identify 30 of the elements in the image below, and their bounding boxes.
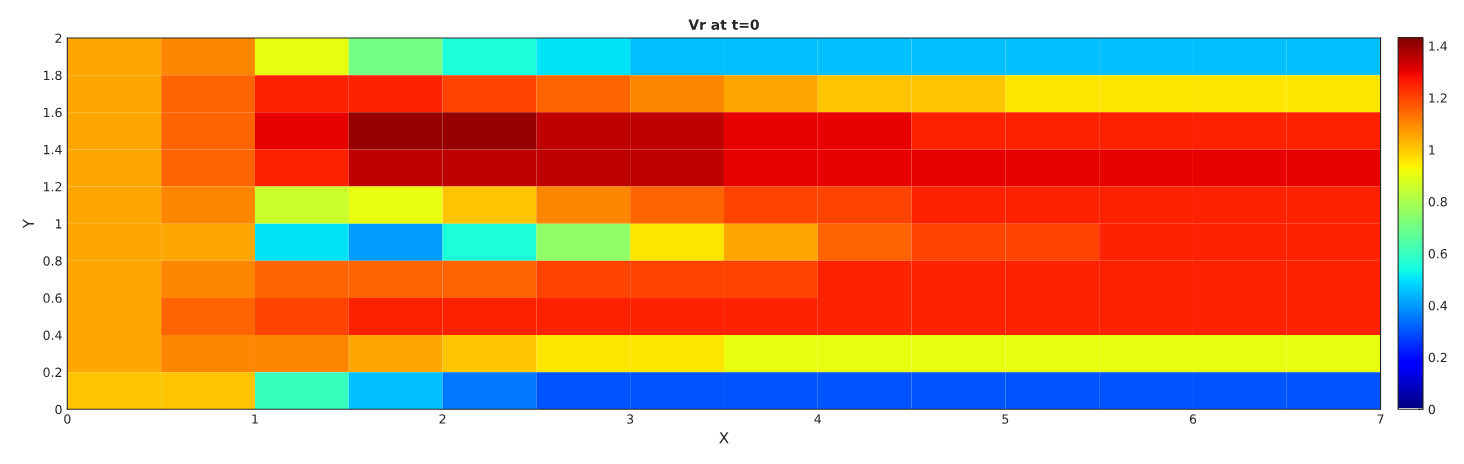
y-tick-label: 1.8 bbox=[43, 70, 62, 81]
color-bar-label: 0.6 bbox=[1428, 248, 1447, 259]
x-tick-label: 7 bbox=[1377, 414, 1384, 424]
y-tick-label: 0.2 bbox=[43, 367, 62, 378]
x-tick-label: 5 bbox=[1002, 414, 1009, 424]
y-axis-title: Y bbox=[22, 218, 34, 229]
color-bar-label: 0.8 bbox=[1428, 197, 1447, 207]
y-tick-label: 2 bbox=[55, 33, 62, 43]
chart-title: Vr at t=0 bbox=[688, 19, 759, 30]
color-bar-label: 1.2 bbox=[1429, 93, 1447, 103]
color-bar-label: 1.4 bbox=[1429, 41, 1448, 51]
y-tick-label: 0.6 bbox=[43, 293, 62, 303]
x-tick-label: 3 bbox=[627, 414, 634, 424]
y-tick-label: 0 bbox=[55, 404, 62, 415]
color-bar-label: 1 bbox=[1429, 145, 1435, 155]
y-tick-label: 1.6 bbox=[43, 107, 62, 118]
x-tick-label: 4 bbox=[814, 414, 822, 424]
x-tick-label: 6 bbox=[1189, 414, 1197, 424]
y-tick-label: 1 bbox=[55, 219, 62, 229]
y-tick-label: 0.8 bbox=[43, 256, 62, 266]
x-tick-label: 1 bbox=[252, 414, 258, 424]
color-bar-label: 0.2 bbox=[1428, 352, 1447, 363]
y-tick-label: 0.4 bbox=[43, 330, 62, 340]
y-tick-label: 1.4 bbox=[43, 145, 62, 155]
x-tick-label: 2 bbox=[439, 414, 446, 424]
color-bar-label: 0 bbox=[1428, 404, 1435, 415]
x-axis-title: X bbox=[719, 432, 729, 444]
color-bar-label: 0.4 bbox=[1428, 300, 1448, 311]
x-tick-label: 0 bbox=[64, 414, 71, 424]
y-tick-label: 1.2 bbox=[43, 182, 62, 192]
